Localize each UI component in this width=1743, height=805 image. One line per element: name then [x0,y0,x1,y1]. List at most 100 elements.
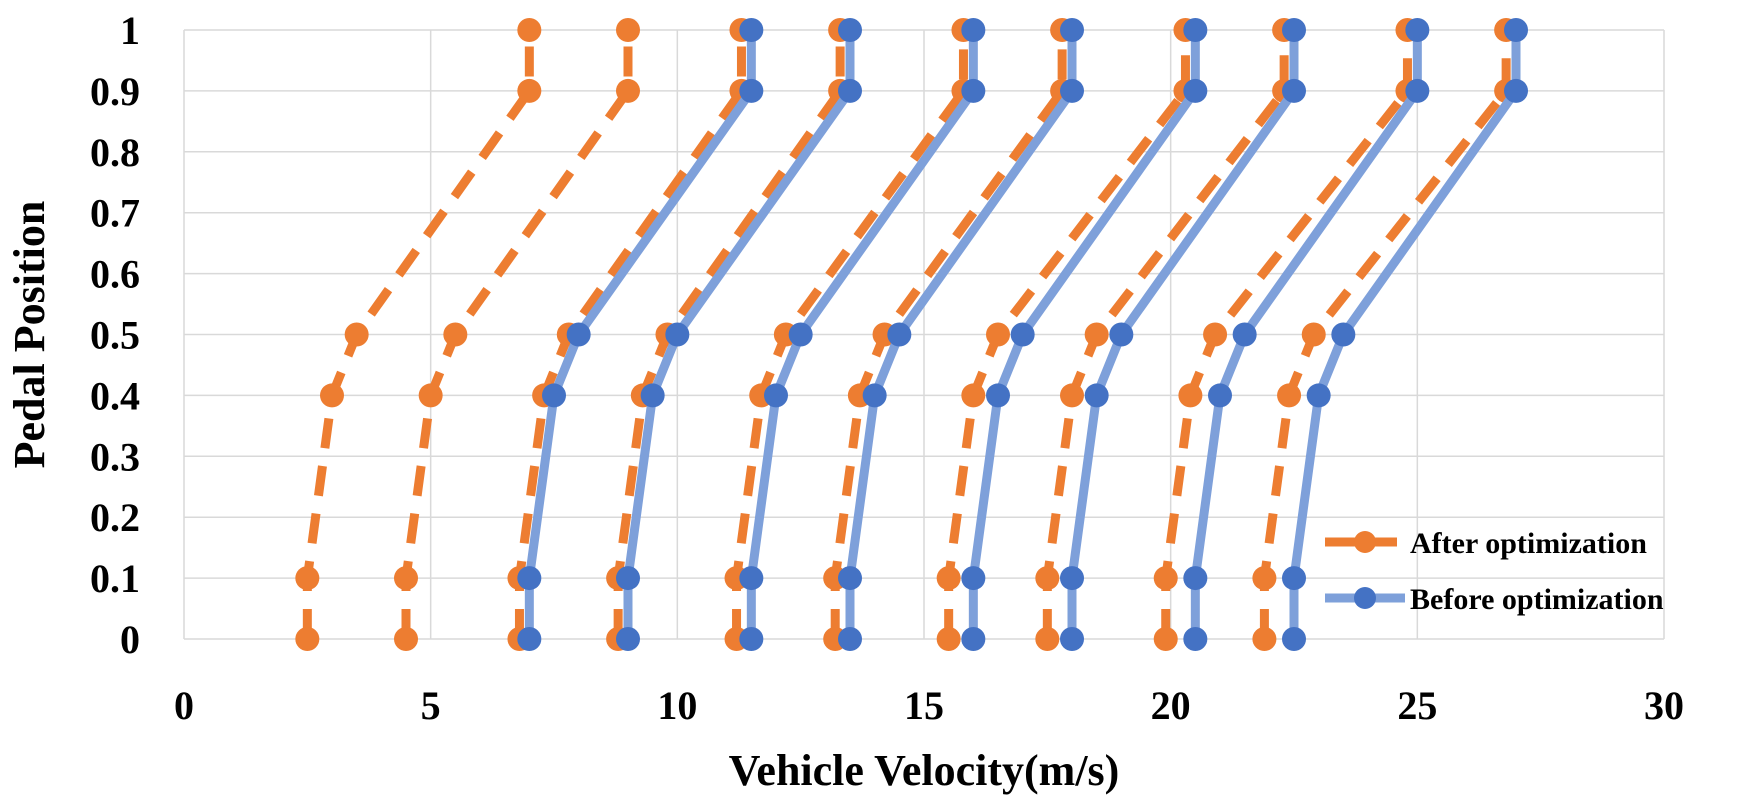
series-before-optimization [1060,18,1306,651]
series-before-optimization [838,18,1084,651]
data-point [1060,78,1084,103]
data-point [1282,78,1306,103]
series-before-optimization [961,18,1208,651]
x-axis-ticks: 0 5 10 15 20 25 30 [174,683,1684,728]
data-point [862,383,887,408]
data-point [443,322,468,347]
y-tick-label: 0.3 [90,434,140,479]
data-point [1252,627,1277,651]
data-point [788,322,813,347]
data-point [1277,383,1302,408]
data-point [739,627,764,651]
data-point [1405,18,1430,42]
y-tick-label: 0.9 [90,69,140,114]
data-point [517,18,542,42]
data-point [764,383,788,408]
data-point [616,78,640,103]
data-point [616,627,640,651]
data-point [887,322,912,347]
data-point [1010,322,1035,347]
data-point [517,627,542,651]
data-point [295,627,320,651]
data-point [616,18,640,42]
series-before-optimization [739,18,986,651]
y-tick-label: 0.2 [90,495,140,540]
data-point [1208,383,1232,408]
data-point [517,78,542,103]
legend-label-after: After optimization [1410,527,1647,560]
data-point [1203,322,1228,347]
data-point [1084,322,1109,347]
data-point [838,78,862,103]
y-tick-label: 0.1 [90,556,140,601]
data-point [961,627,986,651]
data-point [616,566,640,591]
data-point [1504,78,1528,103]
data-point [1183,18,1208,42]
series-after-optimization [295,18,542,651]
data-point [1301,322,1326,347]
y-tick-label: 0.6 [90,252,140,297]
data-point [1282,627,1306,651]
data-point [1282,566,1306,591]
data-point [1282,18,1306,42]
data-point [838,18,862,42]
y-tick-label: 0.8 [90,130,140,175]
data-point [640,383,665,408]
y-axis-ticks: 0 0.1 0.2 0.3 0.4 0.5 0.6 0.7 0.8 0.9 1 [90,8,140,662]
x-tick-label: 5 [421,683,441,728]
data-point [1504,18,1528,42]
data-point [1306,383,1331,408]
data-point [936,627,961,651]
series-after-optimization [394,18,640,651]
legend-marker-after [1354,531,1376,553]
series-before-optimization [616,18,862,651]
data-point [961,383,986,408]
x-tick-label: 0 [174,683,194,728]
data-point [961,18,986,42]
x-tick-label: 10 [657,683,697,728]
data-point [1060,383,1084,408]
data-point [1153,627,1178,651]
y-axis-title: Pedal Position [5,201,54,469]
x-tick-label: 15 [904,683,944,728]
data-point [1084,383,1109,408]
legend-marker-before [1354,587,1376,609]
data-point [394,566,418,591]
data-point [739,78,764,103]
data-point [542,383,566,408]
data-point [665,322,690,347]
data-point [1060,18,1084,42]
data-point [1060,627,1084,651]
y-tick-label: 0.4 [90,373,140,418]
x-axis-title: Vehicle Velocity(m/s) [729,746,1120,795]
series-layer [295,18,1528,651]
data-point [838,566,862,591]
data-point [1178,383,1203,408]
x-tick-label: 25 [1397,683,1437,728]
series-before-optimization [517,18,764,651]
x-tick-label: 30 [1644,683,1684,728]
data-point [838,627,862,651]
legend-item-before: Before optimization [1325,583,1664,616]
data-point [320,383,344,408]
data-point [295,566,320,591]
data-point [936,566,961,591]
data-point [394,627,418,651]
series-before-optimization [1282,18,1528,651]
data-point [1232,322,1257,347]
data-point [1035,566,1060,591]
data-point [418,383,443,408]
legend-label-before: Before optimization [1410,583,1664,616]
data-point [961,78,986,103]
data-point [344,322,369,347]
data-point [739,566,764,591]
series-before-optimization [1183,18,1430,651]
y-tick-label: 0.7 [90,191,140,236]
data-point [517,566,542,591]
data-point [1109,322,1134,347]
legend-item-after: After optimization [1325,527,1647,560]
data-point [1405,78,1430,103]
